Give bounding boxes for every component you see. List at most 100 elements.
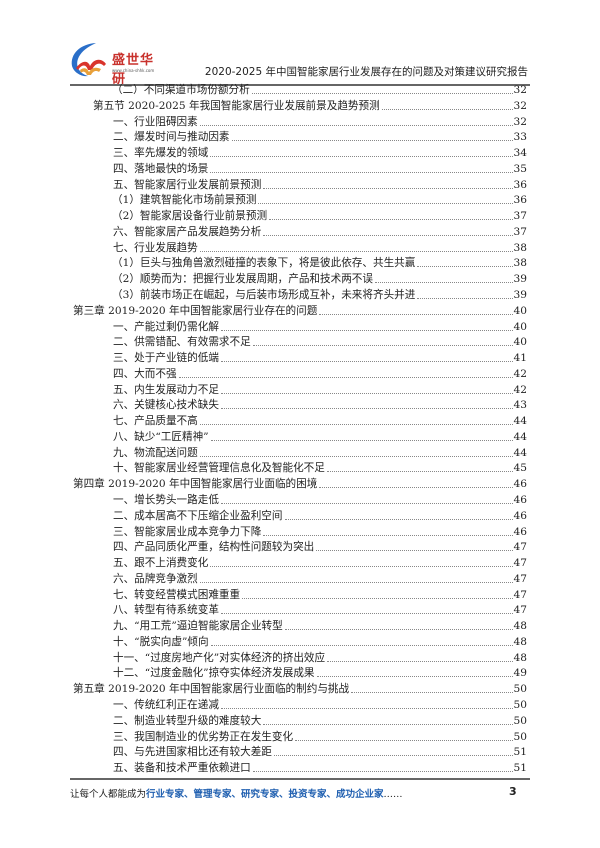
dot-leader bbox=[199, 250, 513, 252]
toc-entry[interactable]: 五、装备和技术严重依赖进口 51 bbox=[113, 759, 527, 775]
dot-leader bbox=[178, 376, 513, 378]
toc-entry[interactable]: 六、智能家居产品发展趋势分析 37 bbox=[113, 223, 527, 239]
toc-entry[interactable]: （2）智能家居设备行业前景预测 37 bbox=[112, 207, 527, 223]
toc-entry-title: 第四章 2019-2020 年中国智能家居行业面临的困境 bbox=[73, 478, 318, 491]
toc-entry[interactable]: 九、“用工荒”逼迫智能家居企业转型 48 bbox=[113, 617, 527, 633]
toc-entry-page: 36 bbox=[513, 194, 527, 207]
toc-entry[interactable]: 二、供需错配、有效需求不足 40 bbox=[113, 333, 527, 349]
toc-entry-page: 47 bbox=[513, 541, 527, 554]
toc-entry-page: 44 bbox=[513, 446, 527, 459]
toc-entry[interactable]: 三、率先爆发的领域 34 bbox=[113, 144, 527, 160]
toc-entry[interactable]: 一、行业阻碍因素 32 bbox=[113, 113, 527, 129]
dot-leader bbox=[284, 629, 513, 631]
footer-suffix: …… bbox=[383, 789, 403, 800]
toc-entry[interactable]: 第五节 2020-2025 年我国智能家居行业发展前景及趋势预测 32 bbox=[93, 97, 527, 113]
toc-entry[interactable]: 五、跟不上消费变化 47 bbox=[113, 554, 527, 570]
toc-entry-page: 38 bbox=[513, 241, 527, 254]
toc-entry-page: 50 bbox=[513, 714, 527, 727]
logo-emblem-icon bbox=[71, 43, 106, 77]
toc-entry[interactable]: 八、转型有待系统变革 47 bbox=[113, 601, 527, 617]
toc-entry-page: 42 bbox=[513, 367, 527, 380]
toc-entry-page: 44 bbox=[513, 415, 527, 428]
toc-entry-page: 39 bbox=[513, 273, 527, 286]
toc-entry[interactable]: （3）前装市场正在崛起，与后装市场形成互补，未来将齐头并进 39 bbox=[112, 286, 527, 302]
toc-entry[interactable]: 二、制造业转型升级的难度较大 50 bbox=[113, 712, 527, 728]
toc-entry-page: 36 bbox=[513, 178, 527, 191]
toc-entry[interactable]: 二、爆发时间与推动因素 33 bbox=[113, 128, 527, 144]
toc-entry-page: 50 bbox=[513, 730, 527, 743]
toc-entry-title: （3）前装市场正在崛起，与后装市场形成互补，未来将齐头并进 bbox=[112, 289, 416, 301]
toc-entry[interactable]: 第四章 2019-2020 年中国智能家居行业面临的困境 46 bbox=[73, 475, 527, 491]
toc-entry-page: 48 bbox=[513, 635, 527, 648]
toc-entry[interactable]: 十二、“过度金融化”掠夺实体经济发展成果 49 bbox=[113, 664, 527, 680]
toc-entry-title: 二、制造业转型升级的难度较大 bbox=[113, 714, 262, 727]
toc-entry-page: 38 bbox=[513, 257, 527, 270]
toc-entry[interactable]: 四、落地最快的场景 35 bbox=[113, 160, 527, 176]
toc-entry-title: 四、产品同质化严重，结构性问题较为突出 bbox=[113, 541, 315, 554]
footer-highlight: 行业专家、管理专家、研究专家、投资专家、成功企业家 bbox=[146, 789, 384, 800]
toc-entry[interactable]: （1）巨头与独角兽激烈碰撞的表象下，将是彼此依存、共生共赢 38 bbox=[112, 254, 527, 270]
toc-entry[interactable]: 第三章 2019-2020 年中国智能家居行业存在的问题 40 bbox=[73, 302, 527, 318]
toc-entry-page: 37 bbox=[513, 210, 527, 223]
dot-leader bbox=[316, 550, 513, 552]
toc-entry[interactable]: 第五章 2019-2020 年中国智能家居行业面临的制约与挑战 50 bbox=[73, 680, 527, 696]
toc-entry[interactable]: （2）顺势而为：把握行业发展周期，产品和技术两不误 39 bbox=[112, 270, 527, 286]
toc-entry-page: 46 bbox=[513, 509, 527, 522]
dot-leader bbox=[319, 487, 513, 489]
toc-entry-page: 43 bbox=[513, 399, 527, 412]
toc-entry[interactable]: 四、与先进国家相比还有较大差距 51 bbox=[113, 743, 527, 759]
toc-entry-title: 六、关键核心技术缺失 bbox=[113, 399, 219, 412]
toc-entry[interactable]: （1）建筑智能化市场前景预测 36 bbox=[112, 191, 527, 207]
toc-entry[interactable]: 五、智能家居行业发展前景预测 36 bbox=[113, 176, 527, 192]
toc-entry-title: 七、转变经营模式困难重重 bbox=[113, 588, 241, 601]
toc-entry-title: 四、与先进国家相比还有较大差距 bbox=[113, 746, 272, 759]
toc-entry[interactable]: 七、产品质量不高 44 bbox=[113, 412, 527, 428]
toc-entry[interactable]: 一、产能过剩仍需化解 40 bbox=[113, 318, 527, 334]
toc-entry-page: 41 bbox=[513, 352, 527, 365]
toc-entry[interactable]: 一、增长势头一路走低 46 bbox=[113, 491, 527, 507]
toc-entry-title: 六、智能家居产品发展趋势分析 bbox=[113, 225, 262, 238]
dot-leader bbox=[210, 644, 513, 646]
toc-entry[interactable]: 四、产品同质化严重，结构性问题较为突出 47 bbox=[113, 538, 527, 554]
toc-entry-title: 十一、“过度房地产化”对实体经济的挤出效应 bbox=[113, 651, 326, 664]
toc-entry[interactable]: 一、传统红利正在递减 50 bbox=[113, 696, 527, 712]
dot-leader bbox=[417, 298, 513, 299]
toc-entry[interactable]: 十、“脱实向虚”倾向 48 bbox=[113, 633, 527, 649]
toc-entry[interactable]: 十一、“过度房地产化”对实体经济的挤出效应 48 bbox=[113, 649, 527, 665]
toc-entry[interactable]: 四、大而不强 42 bbox=[113, 365, 527, 381]
dot-leader bbox=[231, 140, 513, 142]
toc-entry-title: （二）不同渠道市场份额分析 bbox=[112, 84, 250, 96]
dot-leader bbox=[199, 124, 513, 126]
toc-entry-page: 49 bbox=[513, 667, 527, 680]
toc-entry[interactable]: 六、关键核心技术缺失 43 bbox=[113, 396, 527, 412]
toc-entry-page: 32 bbox=[513, 99, 527, 112]
toc-entry[interactable]: 三、我国制造业的优劣势正在发生变化 50 bbox=[113, 728, 527, 744]
dot-leader bbox=[210, 156, 513, 158]
dot-leader bbox=[210, 171, 513, 173]
dot-leader bbox=[284, 518, 513, 520]
toc-entry[interactable]: 三、处于产业链的低端 41 bbox=[113, 349, 527, 365]
toc-entry[interactable]: （二）不同渠道市场份额分析 32 bbox=[112, 81, 527, 97]
toc-entry-page: 50 bbox=[513, 683, 527, 696]
toc-entry-title: 四、落地最快的场景 bbox=[113, 162, 209, 175]
dot-leader bbox=[316, 676, 513, 678]
toc-entry-page: 34 bbox=[513, 147, 527, 160]
toc-entry[interactable]: 十、智能家居业经营管理信息化及智能化不足 45 bbox=[113, 459, 527, 475]
toc-entry-page: 46 bbox=[513, 494, 527, 507]
toc-entry-page: 47 bbox=[513, 572, 527, 585]
dot-leader bbox=[375, 282, 513, 284]
company-logo: 盛世华研 www.china-shhk.com bbox=[66, 40, 156, 87]
dot-leader bbox=[199, 581, 513, 583]
toc-entry[interactable]: 七、行业发展趋势 38 bbox=[113, 239, 527, 255]
toc-entry-title: 三、我国制造业的优劣势正在发生变化 bbox=[113, 730, 294, 743]
toc-entry[interactable]: 三、智能家居业成本竞争力下降 46 bbox=[113, 523, 527, 539]
toc-entry[interactable]: 二、成本居高不下压缩企业盈利空间 46 bbox=[113, 507, 527, 523]
toc-entry[interactable]: 九、物流配送问题 44 bbox=[113, 444, 527, 460]
toc-entry[interactable]: 五、内生发展动力不足 42 bbox=[113, 381, 527, 397]
dot-leader bbox=[210, 566, 513, 568]
toc-entry[interactable]: 八、缺少“工匠精神” 44 bbox=[113, 428, 527, 444]
toc-entry-title: （1）巨头与独角兽激烈碰撞的表象下，将是彼此依存、共生共赢 bbox=[112, 257, 416, 270]
toc-entry[interactable]: 六、品牌竞争激烈 47 bbox=[113, 570, 527, 586]
toc-entry-title: 四、大而不强 bbox=[113, 367, 177, 380]
toc-entry[interactable]: 七、转变经营模式困难重重 47 bbox=[113, 586, 527, 602]
